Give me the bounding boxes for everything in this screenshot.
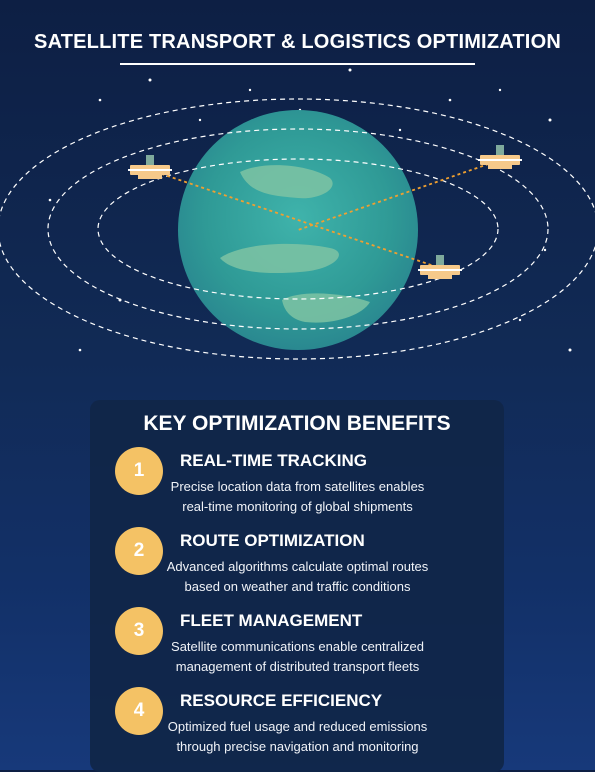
- description-line: Advanced algorithms calculate optimal ro…: [166, 559, 429, 574]
- satellite-orbit-illustration: [0, 68, 595, 360]
- continent: [220, 243, 339, 274]
- star: [543, 248, 547, 252]
- continent: [282, 293, 370, 323]
- satellite-icon: [128, 155, 172, 179]
- description-line: through precise navigation and monitorin…: [176, 739, 419, 754]
- star: [48, 198, 52, 202]
- star: [78, 348, 82, 352]
- description-line: Precise location data from satellites en…: [170, 479, 425, 494]
- benefit-item: 1 REAL-TIME TRACKING Precise location da…: [90, 447, 504, 527]
- number-badge: 2: [115, 527, 163, 575]
- benefit-title: REAL-TIME TRACKING: [180, 451, 367, 470]
- star: [398, 128, 402, 132]
- satellite-icon: [478, 145, 522, 169]
- benefit-item: 4 RESOURCE EFFICIENCY Optimized fuel usa…: [90, 687, 504, 767]
- description-line: Satellite communications enable centrali…: [171, 639, 424, 654]
- benefit-title: ROUTE OPTIMIZATION: [180, 531, 365, 550]
- number-badge: 3: [115, 607, 163, 655]
- title-underline: [120, 63, 475, 65]
- stars: [48, 68, 572, 352]
- continent: [240, 165, 333, 199]
- orbits: [0, 98, 595, 360]
- earth-planet: [178, 110, 418, 350]
- benefit-item: 2 ROUTE OPTIMIZATION Advanced algorithms…: [90, 527, 504, 607]
- orbit-middle: [47, 128, 549, 330]
- description-line: management of distributed transport flee…: [175, 659, 420, 674]
- orbit-inner: [97, 158, 499, 300]
- star: [98, 98, 102, 102]
- benefit-title: RESOURCE EFFICIENCY: [180, 691, 383, 710]
- satellite-icon: [418, 255, 462, 279]
- benefit-description: Satellite communications enable centrali…: [130, 637, 465, 677]
- star: [198, 118, 202, 122]
- page-title: SATELLITE TRANSPORT & LOGISTICS OPTIMIZA…: [34, 31, 561, 53]
- star: [348, 68, 352, 72]
- description-line: real-time monitoring of global shipments: [182, 499, 413, 514]
- benefit-item: 3 FLEET MANAGEMENT Satellite communicati…: [90, 607, 504, 687]
- star: [548, 118, 552, 122]
- star: [518, 318, 522, 322]
- panel-title: KEY OPTIMIZATION BENEFITS: [143, 412, 451, 435]
- benefit-description: Advanced algorithms calculate optimal ro…: [130, 557, 465, 597]
- star: [248, 88, 252, 92]
- number-badge: 1: [115, 447, 163, 495]
- benefit-description: Precise location data from satellites en…: [130, 477, 465, 517]
- description-line: based on weather and traffic conditions: [184, 579, 411, 594]
- benefit-title: FLEET MANAGEMENT: [180, 611, 363, 630]
- number-badge: 4: [115, 687, 163, 735]
- description-line: Optimized fuel usage and reduced emissio…: [167, 719, 428, 734]
- star: [568, 348, 572, 352]
- benefits-panel: KEY OPTIMIZATION BENEFITS 1 REAL-TIME TR…: [90, 400, 504, 772]
- benefit-description: Optimized fuel usage and reduced emissio…: [130, 717, 465, 757]
- star: [148, 78, 152, 82]
- star: [498, 88, 502, 92]
- star: [448, 98, 452, 102]
